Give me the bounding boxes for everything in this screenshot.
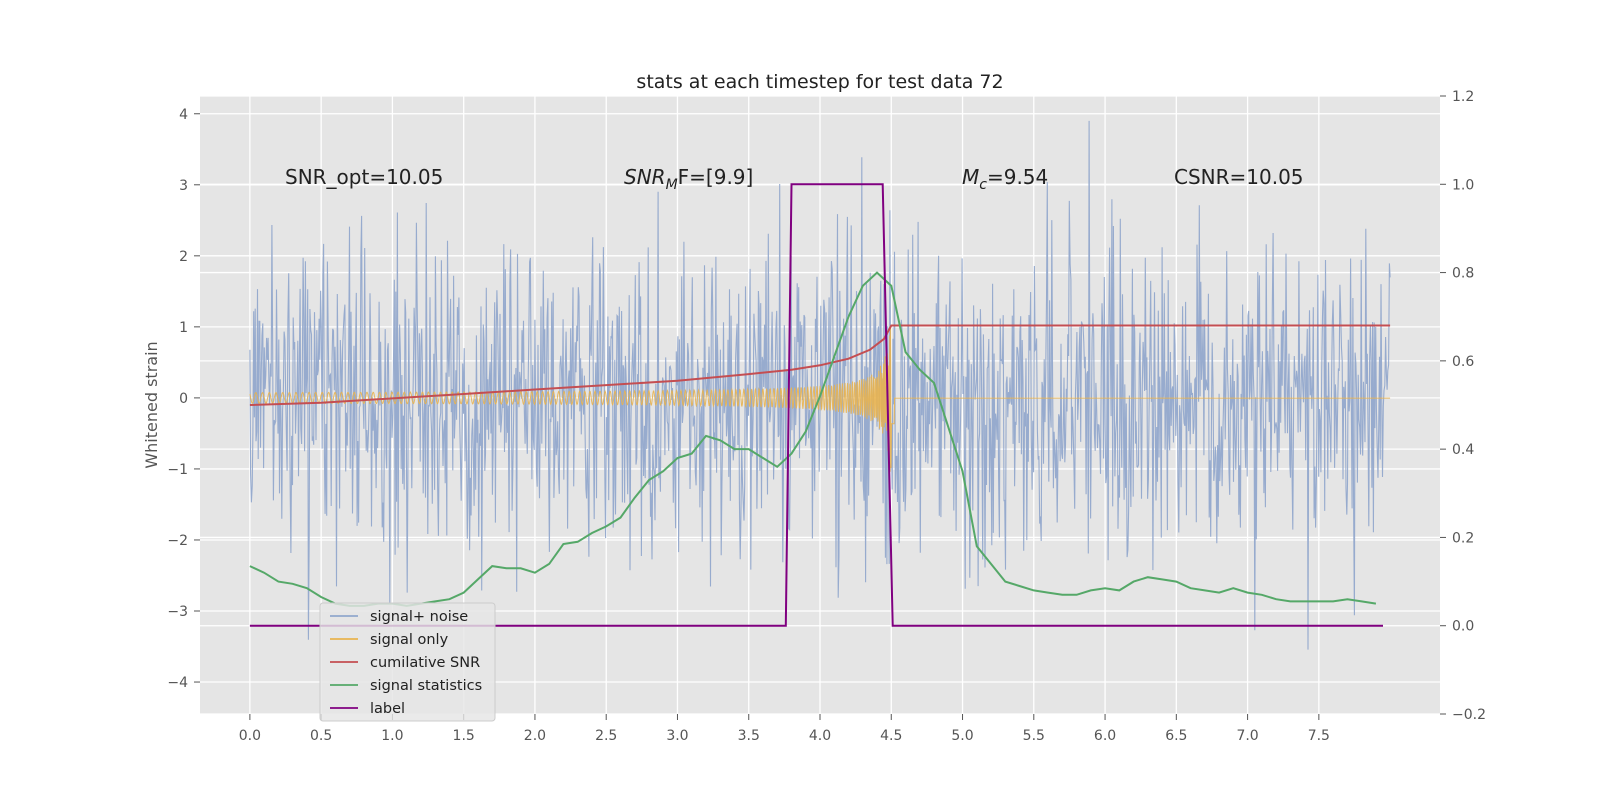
legend-label-label: label [370, 701, 405, 717]
legend-label-signal-noise: signal+ noise [370, 609, 468, 625]
y-tick-label: 2 [179, 249, 188, 265]
y-right-tick-label: 1.2 [1452, 89, 1474, 105]
x-tick-label: 0.0 [239, 728, 261, 744]
legend: signal+ noise signal only cumilative SNR… [319, 602, 496, 722]
signal-noise-series [249, 120, 1391, 650]
axes: 4 3 2 1 0 −1 −2 −3 −4 1.2 1.0 0.8 0.6 0.4 0.2 0.0 −0.2 0.… [167, 89, 1486, 744]
annotation-snr-opt: SNR_opt=10.05 [285, 165, 443, 189]
signal-noise-line [249, 120, 1391, 650]
y-tick-label: 3 [179, 178, 188, 194]
annotation-csnr: CSNR=10.05 [1174, 165, 1304, 189]
y-tick-label: −3 [167, 604, 188, 620]
line-series [249, 183, 1391, 627]
y-right-tick-label: 0.8 [1452, 266, 1474, 282]
x-tick-label: 7.5 [1308, 728, 1330, 744]
y-tick-label: −1 [167, 462, 188, 478]
x-tick-label: 6.5 [1165, 728, 1187, 744]
y-right-tick-label: 0.4 [1452, 442, 1474, 458]
legend-box [319, 602, 496, 722]
x-tick-label: 4.5 [880, 728, 902, 744]
y-right-tick-label: 0.0 [1452, 619, 1474, 635]
y-tick-label: 4 [179, 107, 188, 123]
x-tick-label: 3.0 [666, 728, 688, 744]
signal-only-series [249, 325, 1391, 472]
legend-label-cumulative-snr: cumilative SNR [370, 655, 480, 671]
y-right-tick-label: 0.2 [1452, 530, 1474, 546]
x-tick-label: 1.0 [381, 728, 403, 744]
y-tick-label: −2 [167, 533, 188, 549]
signal-statistics-line [249, 271, 1377, 607]
x-tick-label: 7.0 [1236, 728, 1258, 744]
y-tick-label: −4 [167, 675, 188, 691]
x-tick-label: 3.5 [738, 728, 760, 744]
y-right-tick-label: 0.6 [1452, 354, 1474, 370]
cumilative-snr-line [249, 324, 1391, 406]
y-right-tick-label: 1.0 [1452, 177, 1474, 193]
legend-label-signal-statistics: signal statistics [370, 678, 482, 694]
label-line [249, 183, 1383, 627]
x-tick-label: 4.0 [809, 728, 831, 744]
y-tick-label: 0 [179, 391, 188, 407]
legend-label-signal-only: signal only [370, 632, 449, 648]
x-tick-label: 6.0 [1094, 728, 1116, 744]
y-axis-label: Whitened strain [142, 341, 161, 468]
x-tick-label: 5.5 [1023, 728, 1045, 744]
signal-only-line [249, 325, 1391, 472]
y-tick-label: 1 [179, 320, 188, 336]
x-tick-label: 5.0 [951, 728, 973, 744]
annotation-snr-mf: SNRMF=[9.9] [624, 165, 753, 193]
y-right-tick-label: −0.2 [1452, 707, 1486, 723]
chart-title: stats at each timestep for test data 72 [636, 71, 1003, 93]
annotation-mc: Mc=9.54 [962, 165, 1048, 193]
x-tick-label: 0.5 [310, 728, 332, 744]
x-tick-label: 2.0 [524, 728, 546, 744]
x-tick-label: 2.5 [595, 728, 617, 744]
x-tick-label: 1.5 [453, 728, 475, 744]
